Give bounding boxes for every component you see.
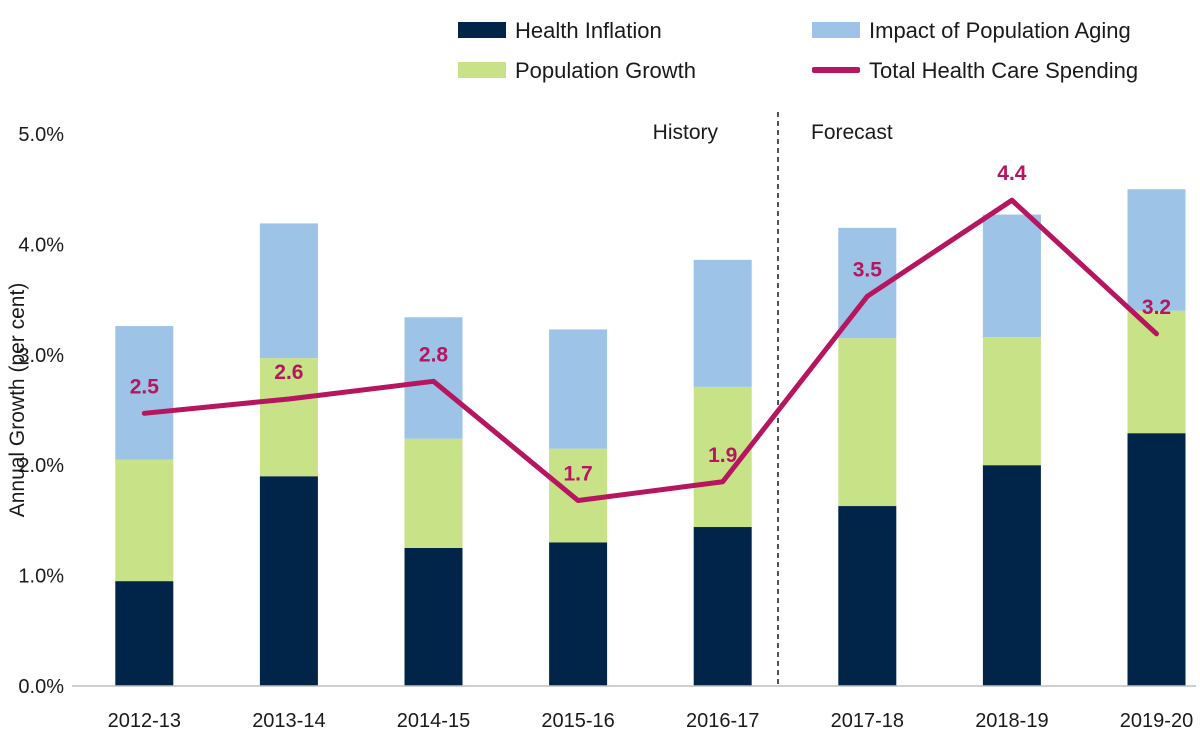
y-tick-label: 3.0%: [18, 345, 64, 367]
data-label: 4.4: [997, 162, 1027, 185]
line-series: [141, 197, 1159, 504]
bar-health-inflation: [838, 506, 897, 686]
history-label: History: [653, 121, 719, 144]
x-tick-label: 2018-19: [975, 710, 1048, 732]
y-tick-label: 2.0%: [18, 455, 64, 477]
x-tick-label: 2012-13: [108, 710, 181, 732]
legend-swatch: [458, 62, 506, 78]
bar-impact-of-population-aging: [115, 326, 174, 460]
x-tick-label: 2017-18: [831, 710, 904, 732]
bar-population-growth: [982, 337, 1041, 466]
bar-population-growth: [404, 438, 463, 548]
data-label: 1.9: [708, 444, 737, 467]
bar-health-inflation: [1127, 433, 1186, 686]
bar-health-inflation: [115, 581, 174, 686]
x-tick-label: 2013-14: [252, 710, 325, 732]
legend-item-total-health-care-spending: Total Health Care Spending: [812, 58, 1138, 83]
legend-label: Health Inflation: [515, 18, 662, 43]
legend-label: Impact of Population Aging: [869, 18, 1131, 43]
bar-impact-of-population-aging: [404, 317, 463, 439]
data-label: 3.2: [1142, 296, 1171, 319]
legend-swatch: [458, 22, 506, 38]
y-tick-label: 1.0%: [18, 566, 64, 588]
bar-health-inflation: [982, 465, 1041, 686]
x-tick-label: 2019-20: [1120, 710, 1193, 732]
data-label: 2.6: [274, 361, 303, 384]
bar-impact-of-population-aging: [982, 214, 1041, 338]
legend-item-population-growth: Population Growth: [458, 58, 696, 83]
bar-health-inflation: [259, 476, 318, 686]
bar-population-growth: [259, 358, 318, 477]
bar-health-inflation: [404, 548, 463, 686]
legend-swatch: [812, 22, 860, 38]
data-label: 3.5: [853, 258, 883, 281]
y-axis-title: Annual Growth (per cent): [6, 283, 29, 518]
bar-impact-of-population-aging: [1127, 189, 1186, 311]
bar-impact-of-population-aging: [693, 259, 752, 387]
data-label: 1.7: [563, 463, 592, 486]
x-tick-label: 2015-16: [541, 710, 614, 732]
y-tick-label: 5.0%: [18, 124, 64, 146]
data-label: 2.8: [419, 343, 449, 366]
legend-label: Total Health Care Spending: [869, 58, 1138, 83]
line-total-health-care-spending: [141, 197, 1159, 504]
bar-impact-of-population-aging: [259, 223, 318, 359]
y-tick-label: 4.0%: [18, 234, 64, 256]
y-tick-label: 0.0%: [18, 676, 64, 698]
bar-population-growth: [1127, 310, 1186, 434]
legend-label: Population Growth: [515, 58, 696, 83]
bar-impact-of-population-aging: [549, 329, 608, 449]
x-axis-ticks: 2012-13 2013-14 2014-15 2015-16 2016-17 2017-…: [108, 710, 1194, 732]
bar-population-growth: [115, 459, 174, 582]
legend-item-health-inflation: Health Inflation: [458, 18, 662, 43]
chart-legend: Health Inflation Impact of Population Agi…: [458, 18, 1138, 83]
data-label: 2.5: [130, 375, 160, 398]
forecast-label: Forecast: [811, 121, 893, 144]
y-axis-ticks: 0.0% 1.0% 2.0% 3.0% 4.0% 5.0%: [18, 124, 64, 698]
legend-swatch: [812, 67, 860, 73]
x-tick-label: 2014-15: [397, 710, 470, 732]
line-data-labels: 2.5 2.6 2.8 1.7 1.9 3.5 4.4 3.2: [130, 162, 1171, 485]
bar-health-inflation: [549, 542, 608, 686]
x-tick-label: 2016-17: [686, 710, 759, 732]
bar-series: [115, 189, 1186, 686]
legend-item-impact-of-population-aging: Impact of Population Aging: [812, 18, 1131, 43]
bar-population-growth: [838, 338, 897, 507]
bar-health-inflation: [693, 527, 752, 686]
